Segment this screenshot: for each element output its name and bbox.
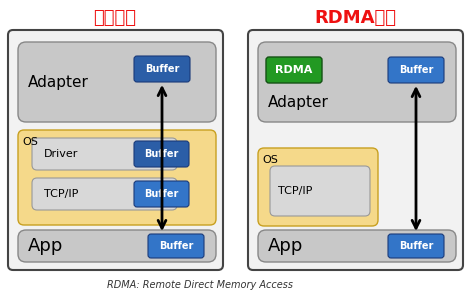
FancyBboxPatch shape	[32, 178, 177, 210]
FancyBboxPatch shape	[32, 138, 177, 170]
Text: Buffer: Buffer	[399, 241, 433, 251]
Text: App: App	[28, 237, 63, 255]
Text: App: App	[268, 237, 303, 255]
Text: RDMA模式: RDMA模式	[314, 9, 396, 27]
Text: Driver: Driver	[44, 149, 78, 159]
FancyBboxPatch shape	[388, 57, 444, 83]
Text: Buffer: Buffer	[144, 149, 179, 159]
FancyBboxPatch shape	[134, 141, 189, 167]
FancyBboxPatch shape	[258, 42, 456, 122]
Text: Buffer: Buffer	[159, 241, 193, 251]
Text: RDMA: Remote Direct Memory Access: RDMA: Remote Direct Memory Access	[107, 280, 293, 290]
FancyBboxPatch shape	[258, 230, 456, 262]
Text: Buffer: Buffer	[399, 65, 433, 75]
FancyBboxPatch shape	[18, 130, 216, 225]
FancyBboxPatch shape	[388, 234, 444, 258]
FancyBboxPatch shape	[258, 148, 378, 226]
Text: Adapter: Adapter	[28, 74, 89, 89]
Text: RDMA: RDMA	[275, 65, 312, 75]
FancyBboxPatch shape	[134, 181, 189, 207]
FancyBboxPatch shape	[18, 230, 216, 262]
FancyBboxPatch shape	[134, 56, 190, 82]
Text: Adapter: Adapter	[268, 94, 329, 109]
Text: OS: OS	[262, 155, 278, 165]
Text: TCP/IP: TCP/IP	[44, 189, 78, 199]
Text: 传统模式: 传统模式	[93, 9, 136, 27]
FancyBboxPatch shape	[266, 57, 322, 83]
FancyBboxPatch shape	[148, 234, 204, 258]
FancyBboxPatch shape	[8, 30, 223, 270]
FancyBboxPatch shape	[248, 30, 463, 270]
FancyBboxPatch shape	[18, 42, 216, 122]
FancyBboxPatch shape	[270, 166, 370, 216]
Text: OS: OS	[22, 137, 38, 147]
Text: Buffer: Buffer	[145, 64, 179, 74]
Text: TCP/IP: TCP/IP	[278, 186, 312, 196]
Text: Buffer: Buffer	[144, 189, 179, 199]
